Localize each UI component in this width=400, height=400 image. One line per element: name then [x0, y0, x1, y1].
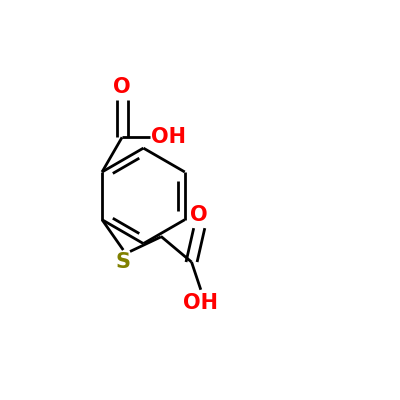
Text: S: S [116, 252, 131, 272]
Text: O: O [190, 205, 208, 225]
Text: OH: OH [183, 294, 218, 314]
Text: O: O [113, 77, 131, 97]
Text: OH: OH [151, 127, 186, 147]
